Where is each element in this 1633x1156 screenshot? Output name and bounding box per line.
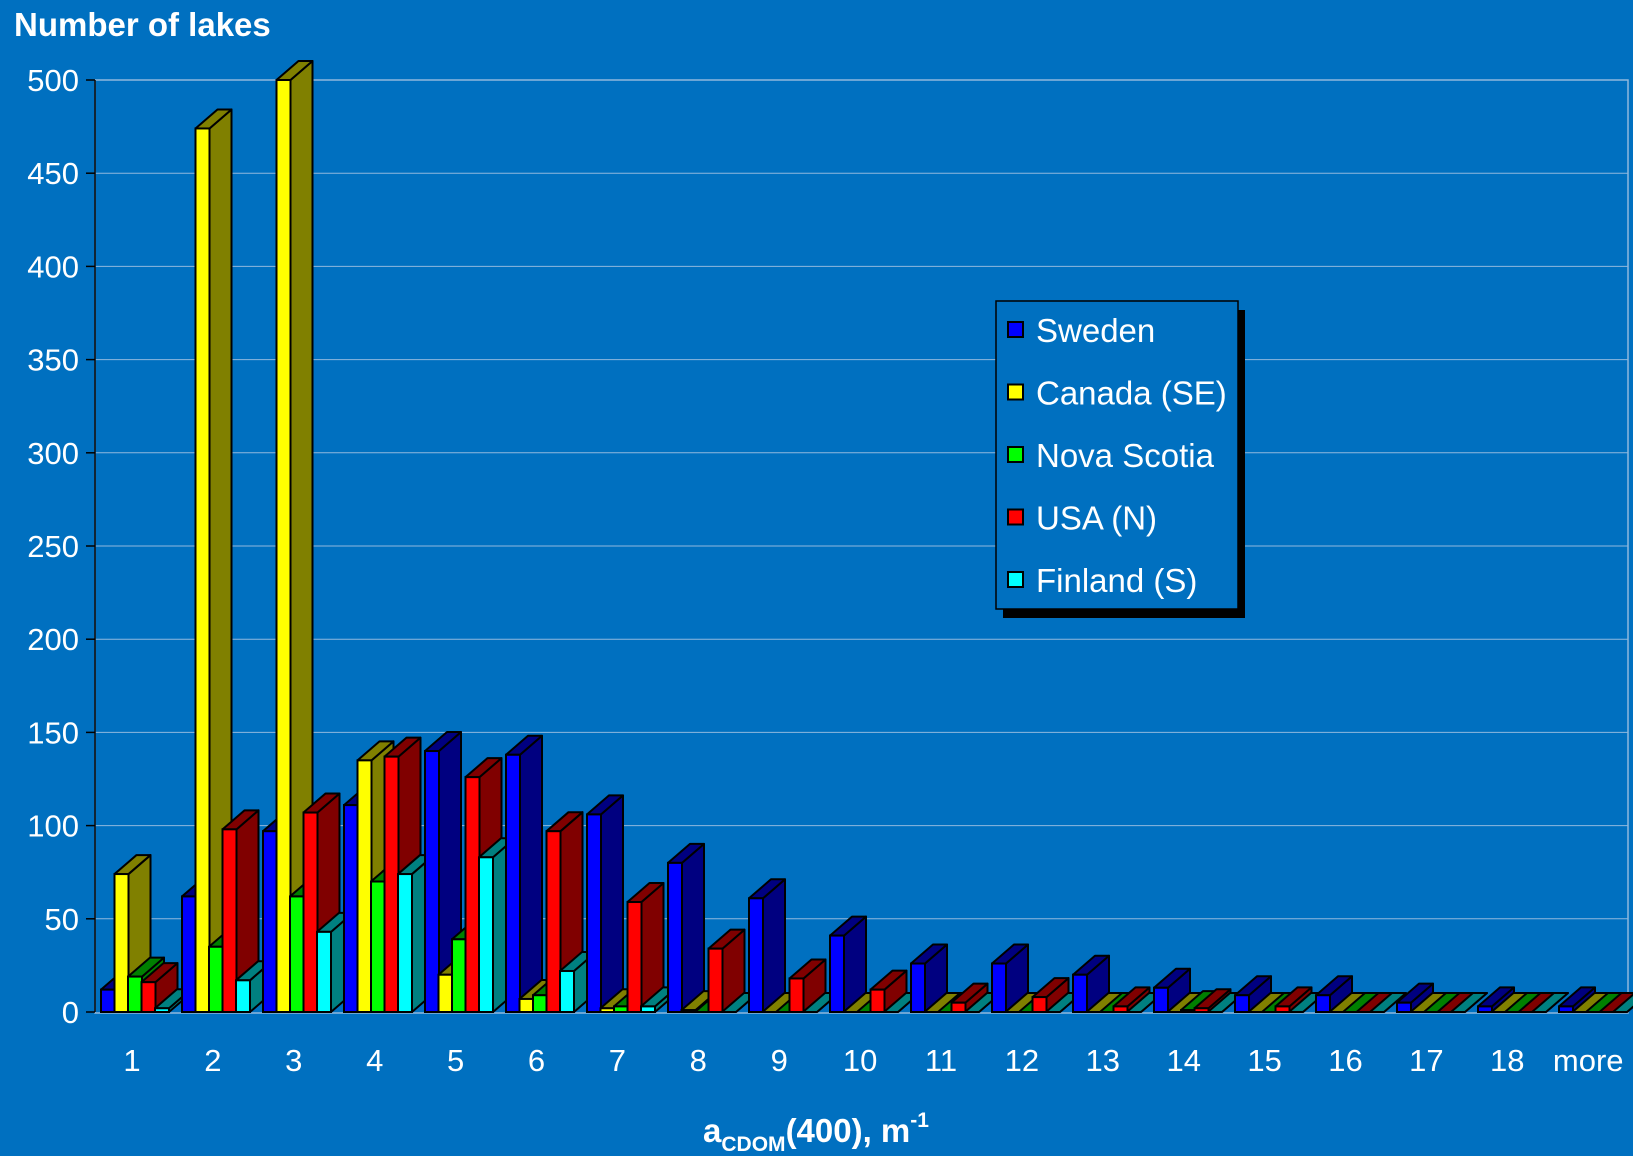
y-tick-label: 500 — [27, 63, 79, 98]
x-tick-label: 14 — [1166, 1043, 1200, 1078]
x-axis-title-rest: (400), m — [786, 1112, 911, 1149]
legend-label: USA (N) — [1036, 500, 1157, 537]
legend-item-nova-scotia: Nova Scotia — [1007, 437, 1215, 474]
x-tick-label: 18 — [1490, 1043, 1524, 1078]
legend-swatch — [1007, 508, 1024, 526]
bar-sweden-9 — [748, 878, 786, 1014]
legend: Sweden Canada (SE) Nova Scotia USA (N) Finla… — [995, 300, 1245, 618]
bar-canada-se--2 — [194, 108, 233, 1014]
x-axis-title-main: a — [703, 1112, 722, 1149]
y-tick-label: 0 — [62, 995, 79, 1030]
bar-usa-n--8 — [707, 928, 746, 1014]
bar-usa-n--7 — [626, 882, 665, 1013]
bar-usa-n--2 — [221, 809, 260, 1013]
y-tick-label: 350 — [27, 343, 79, 378]
bar-sweden-11 — [910, 943, 948, 1014]
x-axis: 1 2 3 4 5 6 7 8 9 10 11 12 13 14 15 16 17 18 more — [123, 1043, 1623, 1078]
x-tick-label: 4 — [366, 1043, 383, 1078]
legend-swatch — [1007, 321, 1024, 338]
x-tick-label: 8 — [690, 1043, 707, 1078]
y-tick-label: 450 — [27, 156, 79, 191]
x-tick-label: 13 — [1086, 1043, 1120, 1078]
legend-label: Canada (SE) — [1036, 375, 1227, 412]
legend-label: Finland (S) — [1036, 562, 1197, 599]
x-tick-label: 12 — [1005, 1043, 1039, 1078]
legend-item-usa-n-: USA (N) — [1007, 500, 1157, 537]
x-tick-label: 16 — [1328, 1043, 1362, 1078]
y-tick-label: 400 — [27, 249, 79, 284]
legend-item-canada-se-: Canada (SE) — [1007, 375, 1227, 412]
legend-label: Sweden — [1036, 312, 1155, 349]
bar-usa-n--11 — [950, 982, 989, 1013]
bar-sweden-6 — [505, 734, 543, 1013]
x-tick-label: 3 — [285, 1043, 302, 1078]
bar-sweden-12 — [991, 943, 1029, 1014]
x-tick-label: 15 — [1247, 1043, 1281, 1078]
bar-finland-s--more — [1612, 993, 1633, 1013]
legend-swatch — [1007, 383, 1024, 401]
y-tick-label: 200 — [27, 622, 79, 657]
bar-finland-s--16 — [1369, 992, 1407, 1013]
legend-items: Sweden Canada (SE) Nova Scotia USA (N) Finla… — [1007, 312, 1227, 599]
y-tick-label: 250 — [27, 529, 79, 564]
x-axis-title-sub: CDOM — [721, 1133, 785, 1156]
x-tick-label: 11 — [925, 1043, 957, 1078]
bar-finland-s--18 — [1531, 992, 1569, 1013]
x-axis-title: aCDOM(400), m-1 — [703, 1109, 929, 1156]
x-axis-title-sup: -1 — [910, 1109, 929, 1132]
y-axis-title: Number of lakes — [14, 6, 271, 43]
y-tick-label: 150 — [27, 715, 79, 750]
bar-sweden-10 — [829, 915, 867, 1013]
y-axis: 0 50 100 150 200 250 300 350 400 450 500 — [27, 63, 96, 1030]
bar-sweden-8 — [667, 842, 705, 1013]
x-tick-label: 6 — [528, 1043, 545, 1078]
x-tick-label: more — [1553, 1043, 1624, 1078]
bar-sweden-16 — [1315, 975, 1353, 1013]
x-tick-label: 9 — [771, 1043, 788, 1078]
legend-swatch — [1007, 446, 1024, 463]
x-tick-label: 5 — [447, 1043, 464, 1078]
x-tick-label: 10 — [843, 1043, 877, 1078]
bars — [100, 60, 1633, 1014]
bar-canada-se--3 — [275, 60, 314, 1013]
bar-sweden-15 — [1234, 975, 1272, 1013]
legend-label: Nova Scotia — [1036, 437, 1215, 474]
x-tick-label: 1 — [123, 1043, 140, 1078]
bar-sweden-17 — [1396, 982, 1434, 1013]
x-tick-label: 17 — [1409, 1043, 1443, 1078]
x-tick-label: 2 — [204, 1043, 221, 1078]
legend-box — [995, 300, 1239, 610]
bar-usa-n--12 — [1031, 977, 1070, 1014]
bar-finland-s--17 — [1450, 992, 1488, 1013]
bar-sweden-7 — [586, 794, 624, 1014]
bar-usa-n--1 — [140, 962, 179, 1014]
y-tick-label: 50 — [45, 902, 79, 937]
x-tick-label: 7 — [609, 1043, 626, 1078]
legend-swatch — [1007, 571, 1024, 588]
y-tick-label: 300 — [27, 436, 79, 471]
legend-item-finland-s-: Finland (S) — [1007, 562, 1197, 599]
y-tick-label: 100 — [27, 809, 79, 844]
legend-item-sweden: Sweden — [1007, 312, 1155, 349]
